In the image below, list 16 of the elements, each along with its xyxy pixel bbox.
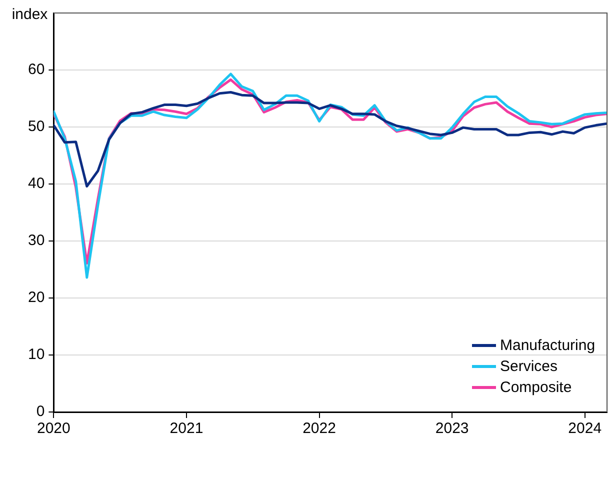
y-tick-label: 0: [36, 403, 45, 420]
y-tick-label: 30: [28, 232, 45, 250]
x-tick-label: 2021: [170, 420, 204, 438]
y-axis-title: index: [12, 6, 48, 24]
legend-label: Composite: [500, 378, 572, 398]
legend-label: Manufacturing: [500, 336, 596, 356]
y-tick-label: 20: [28, 289, 45, 306]
y-tick-label: 10: [28, 346, 45, 364]
y-tick-label: 40: [28, 175, 45, 192]
x-tick-label: 2024: [568, 420, 602, 438]
x-tick-label: 2023: [435, 420, 469, 438]
y-tick-label: 50: [28, 118, 45, 136]
legend-label: Services: [500, 357, 558, 377]
x-tick-label: 2020: [36, 420, 70, 438]
x-tick-label: 2022: [302, 420, 336, 438]
y-tick-label: 60: [28, 61, 45, 78]
